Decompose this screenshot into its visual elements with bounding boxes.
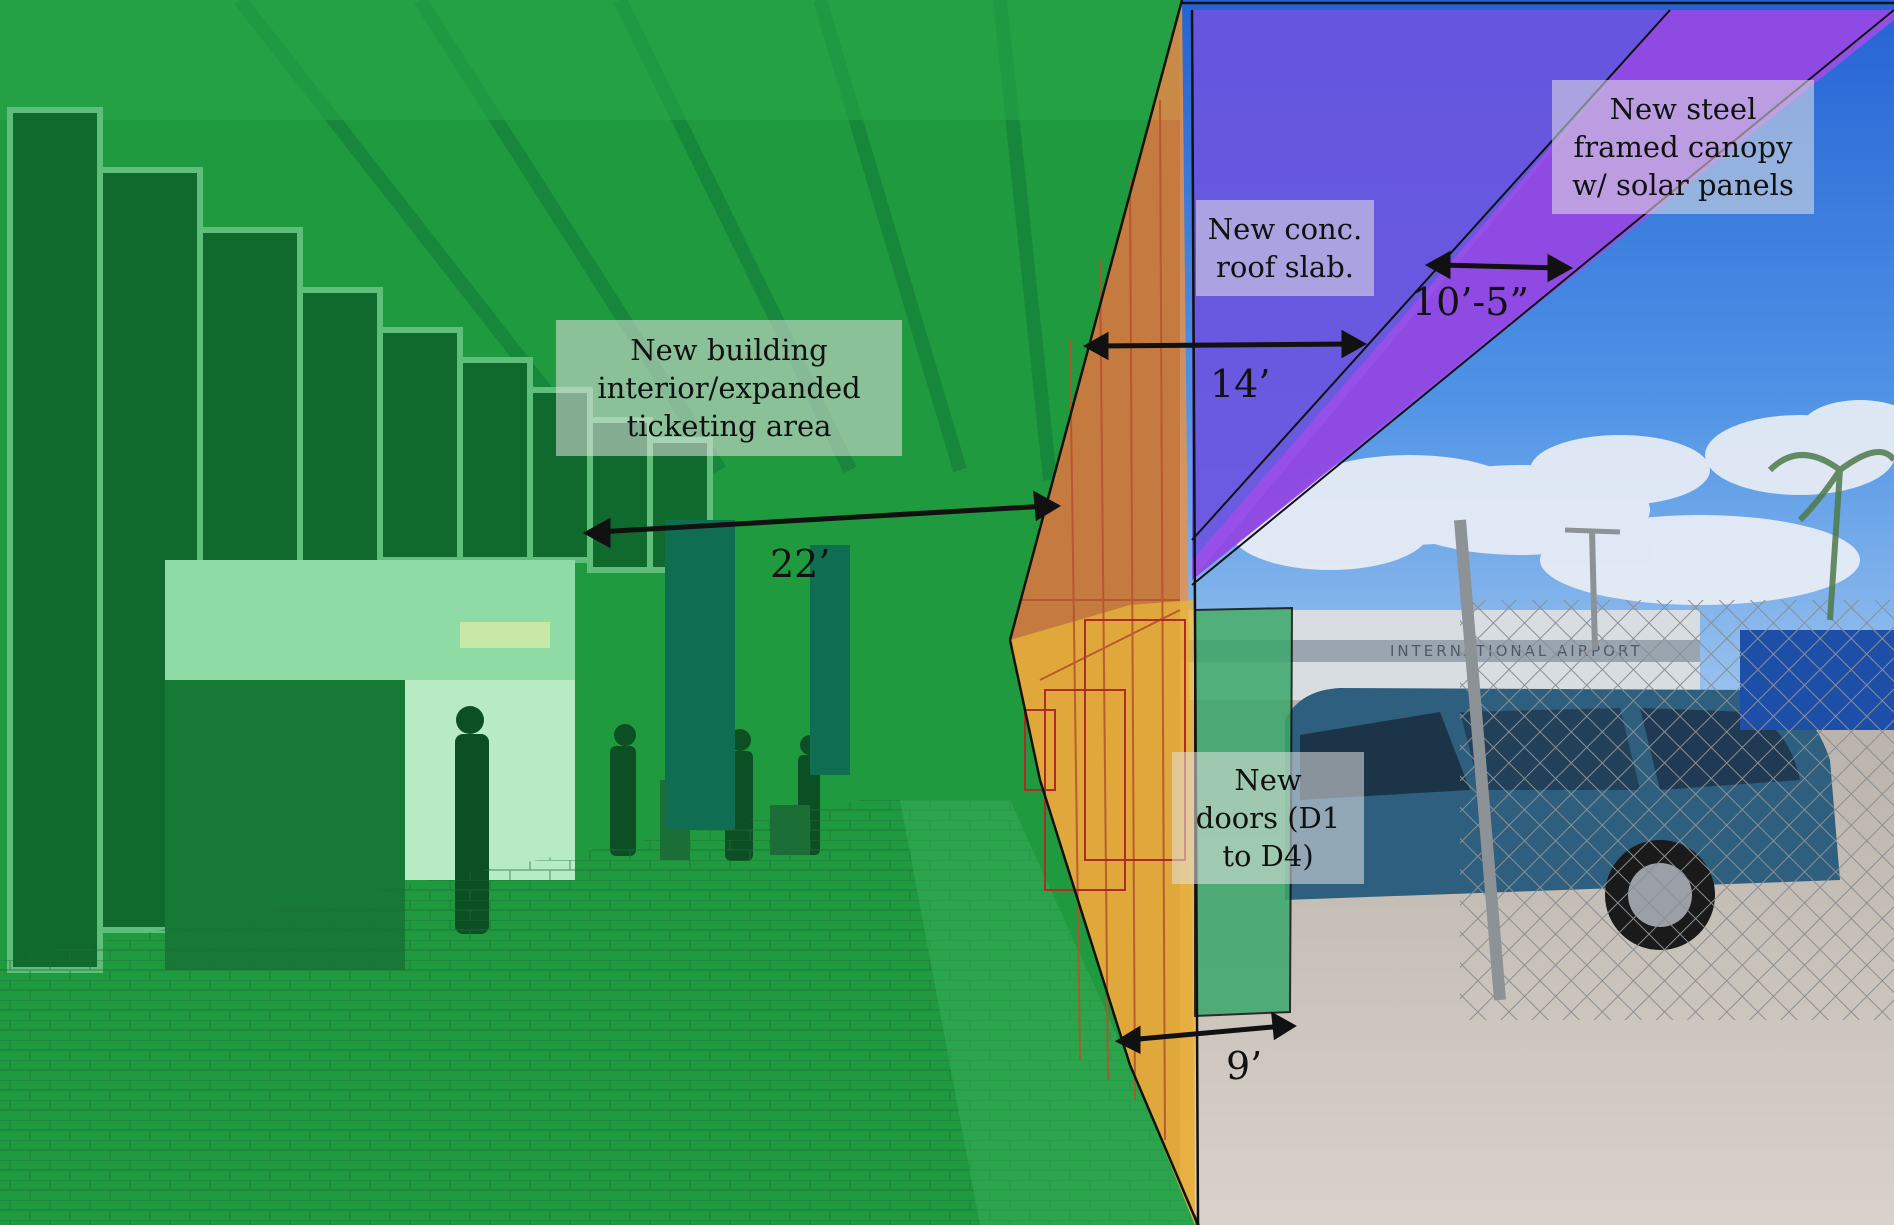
label-building-line-1: New building (630, 333, 828, 367)
label-canopy-line-2: framed canopy (1573, 130, 1793, 164)
ceiling-band (0, 0, 1182, 120)
label-canopy-line-3: w/ solar panels (1572, 168, 1794, 202)
dimension-slab-depth: 14’ (1210, 362, 1271, 406)
label-building-interior: New building interior/expanded ticketing… (556, 320, 902, 456)
label-roof-slab: New conc. roof slab. (1196, 200, 1374, 296)
label-doors-line-1: New (1234, 763, 1302, 797)
label-doors-line-3: to D4) (1222, 839, 1314, 873)
dimension-door-offset: 9’ (1226, 1044, 1263, 1088)
light-arm (1564, 527, 1621, 535)
outline-lines (1008, 0, 1894, 1225)
palm-tree (1767, 449, 1894, 621)
fence-post (1454, 519, 1506, 1001)
chain-link-fence (1460, 600, 1894, 1020)
label-building-line-2: interior/expanded (597, 371, 861, 405)
label-building-line-3: ticketing area (626, 409, 832, 443)
label-new-doors: New doors (D1 to D4) (1172, 752, 1364, 884)
label-roof-slab-line-2: roof slab. (1216, 250, 1354, 284)
dimension-interior-depth: 22’ (770, 542, 831, 586)
light-pole (1589, 529, 1598, 651)
dimension-arrows (582, 250, 1574, 1055)
column-teal-2 (810, 545, 850, 775)
interior-paving (0, 800, 1200, 1225)
label-canopy: New steel framed canopy w/ solar panels (1552, 80, 1814, 214)
clouds (1230, 400, 1894, 605)
building-interior-overlay (0, 0, 1200, 1225)
label-canopy-line-1: New steel (1609, 92, 1757, 126)
label-doors-line-2: doors (D1 (1195, 801, 1341, 835)
dimension-canopy-depth: 10’-5” (1412, 280, 1529, 324)
door-frames (1024, 619, 1186, 891)
facade-overlay (1010, 0, 1195, 1225)
label-roof-slab-line-1: New conc. (1207, 212, 1363, 246)
column-teal (665, 520, 735, 830)
shadow-band (900, 800, 1200, 1225)
